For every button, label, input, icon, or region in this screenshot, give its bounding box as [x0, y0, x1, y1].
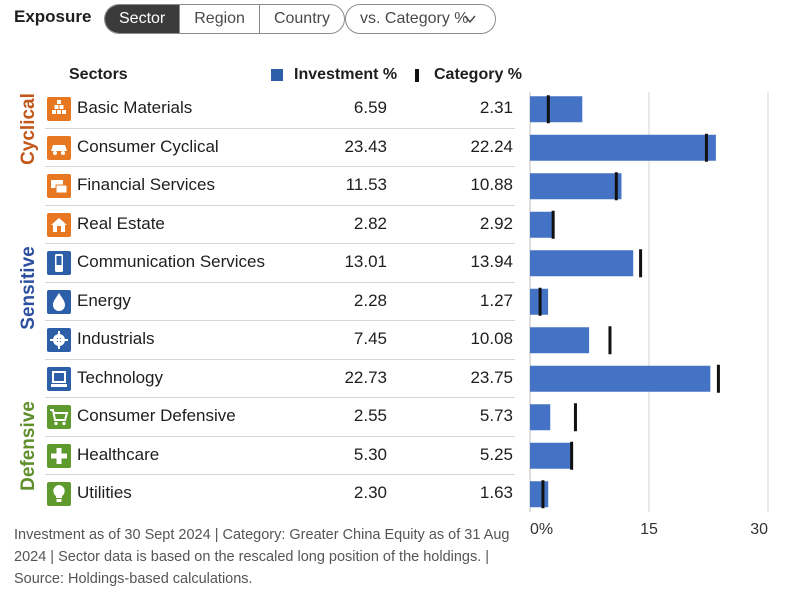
investment-column-header: Investment % — [294, 66, 398, 83]
sector-name: Communication Services — [77, 252, 266, 271]
compare-dropdown-value: vs. Category % — [360, 10, 469, 27]
table-row: Consumer Defensive 2.55 5.73 — [45, 398, 515, 437]
investment-value: 2.28 — [353, 290, 387, 310]
category-marker — [546, 95, 550, 124]
investment-value: 2.82 — [353, 213, 387, 233]
technology-icon — [47, 366, 71, 391]
x-tick-label: 15 — [640, 521, 658, 538]
table-row: Energy 2.28 1.27 — [45, 283, 515, 321]
investment-value: 2.30 — [353, 483, 387, 502]
tab-sector[interactable]: Sector — [105, 5, 180, 33]
category-marker — [551, 210, 555, 239]
investment-bar — [530, 404, 551, 431]
sector-name: Consumer Defensive — [77, 406, 236, 425]
sector-name: Healthcare — [77, 444, 160, 464]
category-marker — [614, 172, 618, 201]
investment-legend-swatch — [271, 69, 283, 81]
investment-bar — [530, 96, 583, 123]
category-value: 2.31 — [479, 98, 513, 117]
investment-bar — [530, 365, 711, 392]
sector-name: Basic Materials — [77, 98, 193, 117]
x-tick-label: 30 — [750, 521, 768, 538]
category-value: 2.92 — [479, 213, 513, 233]
investment-value: 23.43 — [344, 136, 387, 156]
investment-bar — [530, 442, 573, 469]
sectors-column-header: Sectors — [69, 66, 128, 83]
financial-services-icon — [47, 174, 71, 198]
investment-value: 6.59 — [353, 98, 387, 117]
table-row: Industrials 7.45 10.08 — [45, 321, 515, 360]
compare-dropdown[interactable]: vs. Category % — [345, 4, 496, 34]
exposure-title: Exposure — [14, 7, 92, 26]
exposure-toolbar: Exposure Sector Region Country vs. Categ… — [0, 0, 796, 40]
basic-materials-icon — [47, 97, 71, 121]
investment-value: 7.45 — [353, 329, 387, 348]
x-tick-label: 0% — [530, 521, 553, 538]
investment-value: 11.53 — [345, 175, 387, 194]
table-row: Financial Services 11.53 10.88 — [45, 167, 515, 206]
investment-value: 2.55 — [353, 406, 387, 425]
consumer-cyclical-icon — [47, 135, 71, 160]
investment-value: 13.01 — [344, 252, 387, 271]
investment-bar — [530, 211, 553, 238]
category-marker — [541, 480, 545, 509]
table-row: Consumer Cyclical 23.43 22.24 — [45, 129, 515, 167]
tab-country[interactable]: Country — [258, 5, 344, 33]
consumer-defensive-icon — [47, 405, 71, 429]
category-marker — [608, 326, 612, 355]
category-value: 10.08 — [470, 329, 513, 348]
exposure-tab-group: Sector Region Country — [104, 4, 345, 34]
category-marker — [704, 133, 708, 162]
table-row: Real Estate 2.82 2.92 — [45, 206, 515, 244]
investment-bar — [530, 173, 622, 200]
sector-name: Real Estate — [77, 213, 165, 233]
real-estate-icon — [47, 212, 71, 237]
investment-bar — [530, 327, 590, 354]
footnote: Investment as of 30 Sept 2024 | Category… — [14, 527, 510, 587]
category-value: 23.75 — [470, 367, 513, 387]
investment-value: 5.30 — [353, 444, 387, 464]
category-value: 13.94 — [470, 252, 513, 271]
industrials-icon — [47, 328, 71, 352]
sector-name: Utilities — [77, 483, 132, 502]
category-column-header: Category % — [434, 66, 523, 83]
category-value: 22.24 — [470, 136, 513, 156]
table-row: Basic Materials 6.59 2.31 — [45, 90, 515, 129]
sector-name: Financial Services — [77, 175, 215, 194]
category-marker — [538, 287, 542, 316]
chevron-down-icon — [464, 15, 476, 24]
category-marker — [570, 441, 574, 470]
sector-name: Energy — [77, 290, 131, 310]
category-value: 1.63 — [479, 483, 513, 502]
investment-bar — [530, 250, 634, 277]
table-row: Technology 22.73 23.75 — [45, 360, 515, 398]
utilities-icon — [47, 482, 71, 506]
table-row: Utilities 2.30 1.63 — [45, 475, 515, 514]
sector-name: Technology — [77, 367, 164, 387]
category-value: 5.73 — [479, 406, 513, 425]
communication-services-icon — [47, 251, 71, 275]
category-value: 10.88 — [470, 175, 513, 194]
table-row: Healthcare 5.30 5.25 — [45, 437, 515, 475]
category-value: 5.25 — [479, 444, 513, 464]
category-legend-marker — [415, 69, 419, 82]
investment-bar — [530, 481, 549, 508]
category-marker — [639, 249, 643, 278]
tab-region[interactable]: Region — [179, 5, 259, 33]
category-value: 1.27 — [479, 290, 513, 310]
table-row: Communication Services 13.01 13.94 — [45, 244, 515, 283]
category-marker — [573, 403, 577, 432]
healthcare-icon — [47, 443, 71, 468]
energy-icon — [47, 289, 71, 314]
investment-bar — [530, 134, 716, 161]
sector-name: Consumer Cyclical — [77, 136, 219, 156]
category-marker — [716, 364, 720, 393]
sector-name: Industrials — [77, 329, 155, 348]
investment-value: 22.73 — [344, 367, 387, 387]
